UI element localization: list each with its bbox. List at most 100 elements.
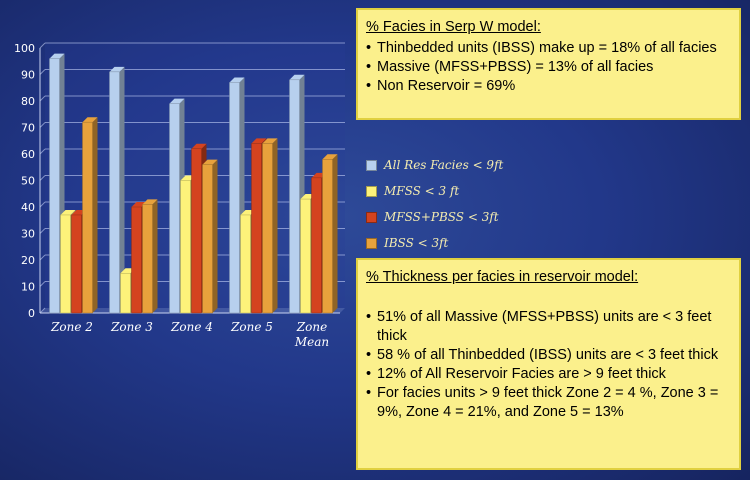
gridline-side	[39, 201, 46, 208]
y-tick-label: 60	[21, 148, 35, 161]
y-tick-label: 20	[21, 254, 35, 267]
list-item: Thinbedded units (IBSS) make up = 18% of…	[366, 39, 731, 58]
bar-top	[82, 117, 98, 123]
x-tick-label: Zone 5	[230, 320, 273, 334]
bar	[322, 154, 338, 314]
bar-top	[142, 199, 158, 205]
bar-front	[49, 58, 60, 314]
legend-swatch	[366, 237, 377, 249]
thickness-title: % Thickness per facies in reservoir mode…	[366, 269, 639, 285]
x-tick-label: Zone 4	[170, 320, 213, 334]
y-tick-label: 10	[21, 281, 35, 294]
bar	[142, 199, 158, 314]
bar-front	[120, 273, 131, 314]
x-tick-label: Zone 2	[50, 320, 93, 334]
gridline-side	[39, 228, 46, 234]
bar-side	[92, 117, 98, 313]
bar-front	[262, 143, 273, 314]
y-tick-label: 40	[21, 201, 35, 214]
bar	[109, 66, 125, 314]
list-item: For facies units > 9 feet thick Zone 2 =…	[366, 384, 731, 422]
bar-front	[142, 204, 153, 314]
gridline-side	[39, 69, 46, 75]
y-tick-label: 90	[21, 69, 35, 82]
gridline-side	[39, 95, 46, 102]
chart-bars	[49, 53, 338, 314]
bar-side	[119, 66, 125, 313]
bar-front	[131, 206, 142, 314]
bar-top	[289, 74, 305, 80]
bar-front	[180, 180, 191, 314]
bar-top	[169, 98, 185, 104]
legend-label: MFSS < 3 ft	[384, 184, 460, 198]
bar-side	[332, 154, 338, 313]
legend-swatch	[366, 159, 377, 171]
x-tick-label: Zone 3	[110, 320, 153, 334]
bar-front	[60, 214, 71, 314]
gridline-side	[39, 254, 46, 261]
y-tick-label: 80	[21, 95, 35, 108]
y-tick-label: 30	[21, 228, 35, 241]
bar	[82, 117, 98, 314]
facies-model-box: % Facies in Serp W model: Thinbedded uni…	[356, 8, 741, 120]
legend-item: MFSS < 3 ft	[366, 178, 503, 204]
bar-front	[300, 198, 311, 314]
y-tick-label: 100	[14, 42, 35, 55]
bar-front	[71, 214, 82, 314]
y-tick-label: 70	[21, 122, 35, 135]
bar-front	[82, 121, 93, 314]
bar-top	[109, 66, 125, 72]
legend-label: All Res Facies < 9ft	[384, 158, 504, 172]
x-tick-label: Zone	[296, 320, 327, 334]
legend-item: All Res Facies < 9ft	[366, 152, 503, 178]
gridline-side	[39, 42, 46, 49]
legend-swatch	[366, 185, 377, 197]
bar-side	[272, 138, 278, 313]
bar-front	[202, 164, 213, 314]
legend-label: IBSS < 3ft	[384, 236, 449, 250]
bar-front	[322, 159, 333, 314]
bar-top	[229, 77, 245, 83]
bar-front	[229, 82, 240, 314]
bar-side	[152, 199, 158, 313]
bar-top	[49, 53, 65, 59]
facies-model-list: Thinbedded units (IBSS) make up = 18% of…	[366, 39, 731, 96]
bar-front	[240, 214, 251, 314]
legend-item: MFSS+PBSS < 3ft	[366, 204, 503, 230]
gridline-side	[39, 122, 46, 128]
list-item: 12% of All Reservoir Facies are > 9 feet…	[366, 365, 731, 384]
list-item: Non Reservoir = 69%	[366, 77, 731, 96]
legend-label: MFSS+PBSS < 3ft	[384, 210, 499, 224]
bar-front	[169, 103, 180, 314]
bar-top	[202, 159, 218, 165]
chart-legend: All Res Facies < 9ft MFSS < 3 ft MFSS+PB…	[366, 152, 503, 256]
bar-top	[60, 209, 76, 215]
gridline-side	[39, 148, 46, 155]
list-item: 58 % of all Thinbedded (IBSS) units are …	[366, 346, 731, 365]
bar-top	[251, 138, 267, 144]
bar-front	[191, 148, 202, 314]
bar-chart: 0 10 20 30 40 50 60 70 80 90 100 Zone 2 Zone 3 Zone 4…	[14, 42, 345, 349]
bar-front	[251, 143, 262, 314]
bar-front	[109, 71, 120, 314]
bar-top	[262, 138, 278, 144]
legend-item: IBSS < 3ft	[366, 230, 503, 256]
x-tick-label: Mean	[294, 335, 329, 349]
bar-side	[212, 159, 218, 313]
y-tick-label: 50	[21, 175, 35, 188]
bar-top	[322, 154, 338, 160]
bar-top	[191, 143, 207, 149]
list-item: 51% of all Massive (MFSS+PBSS) units are…	[366, 308, 731, 346]
gridline-side	[39, 307, 46, 314]
list-item: Massive (MFSS+PBSS) = 13% of all facies	[366, 58, 731, 77]
thickness-box: % Thickness per facies in reservoir mode…	[356, 258, 741, 470]
y-tick-label: 0	[28, 307, 35, 320]
bar-front	[289, 79, 300, 314]
bar	[262, 138, 278, 314]
bar	[202, 159, 218, 314]
gridline-side	[39, 281, 46, 287]
facies-model-title: % Facies in Serp W model:	[366, 19, 541, 35]
gridline-side	[39, 175, 46, 181]
bar-front	[311, 177, 322, 314]
legend-swatch	[366, 211, 377, 223]
